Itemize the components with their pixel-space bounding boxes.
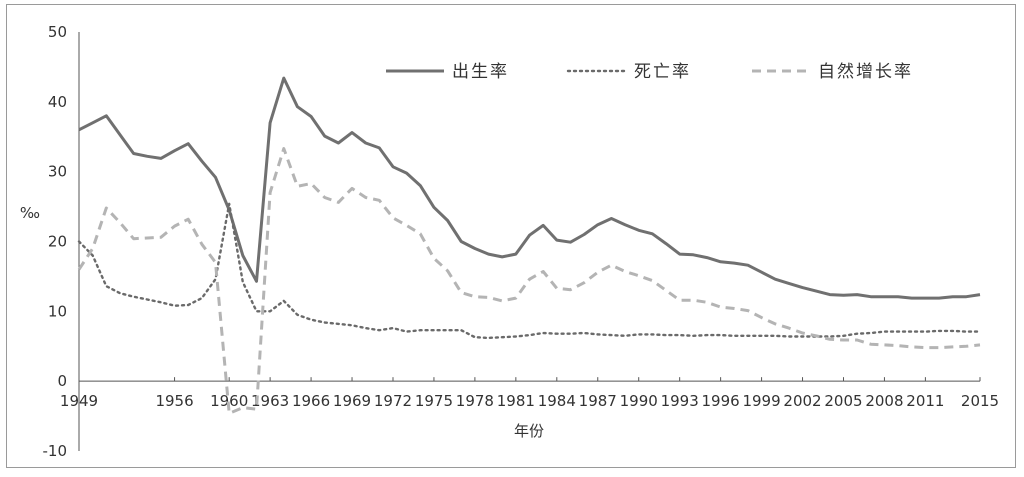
x-tick-label: 2008 [865,392,903,410]
legend-label-1: 出生率 [452,62,509,82]
x-tick-label: 2015 [961,392,999,410]
x-tick-label: 2005 [824,392,862,410]
y-tick-label: -10 [43,442,68,460]
legend-label-3: 自然增长率 [818,62,913,82]
x-tick-label: 1975 [415,392,453,410]
x-tick-label: 1949 [60,392,98,410]
x-axis-title: 年份 [514,422,544,440]
legend: 出生率 死亡率 自然增长率 [386,62,913,82]
x-tick-label: 1978 [456,392,494,410]
y-tick-label: 20 [48,233,67,251]
x-tick-label: 1972 [374,392,412,410]
legend-label-2: 死亡率 [634,62,691,82]
y-tick-label: 30 [48,163,67,181]
x-tick-label: 2011 [906,392,944,410]
x-tick-label: 1987 [579,392,617,410]
x-tick-label: 1960 [210,392,248,410]
x-tick-label: 1969 [333,392,371,410]
x-tick-label: 1990 [620,392,658,410]
y-axis-title: ‰ [20,204,40,222]
axes [78,32,980,451]
y-tick-labels: -10 0 10 20 30 40 50 [43,23,68,460]
x-tick-label: 1981 [497,392,535,410]
y-tick-label: 50 [48,23,67,41]
series-line-1 [78,76,981,300]
x-tick-label: 1963 [251,392,289,410]
series-line-2 [77,202,982,340]
series-lines [77,76,982,415]
x-tick-label: 1993 [661,392,699,410]
y-tick-label: 10 [48,302,67,320]
x-tick-label: 1956 [155,392,193,410]
x-tick-label: 2002 [783,392,821,410]
y-tick-label: 0 [57,372,67,390]
x-tick-labels: 1949 1956 1960 1963 1966 1969 1972 1975 1978 1981… [60,377,999,410]
x-tick-label: 1999 [742,392,780,410]
x-tick-label: 1966 [292,392,330,410]
y-tick-label: 40 [48,93,67,111]
x-tick-label: 1996 [702,392,740,410]
series-line-3 [77,147,981,415]
x-tick-label: 1984 [538,392,576,410]
chart-frame [6,4,1016,468]
